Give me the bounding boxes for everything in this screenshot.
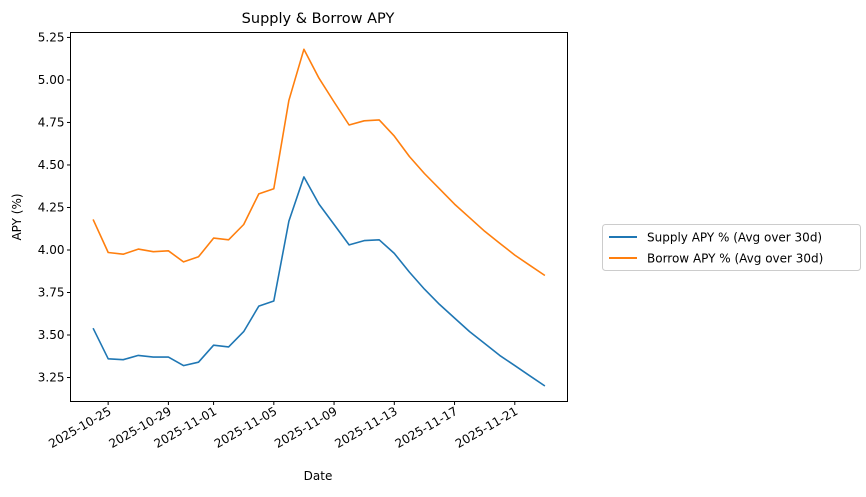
x-tick-label: 2025-11-21 <box>453 404 520 451</box>
chart-title: Supply & Borrow APY <box>242 11 395 27</box>
plot-frame <box>70 32 568 402</box>
y-tick-label: 4.25 <box>38 200 65 214</box>
series-line-supply <box>92 176 546 387</box>
series-layer <box>92 48 546 387</box>
x-axis-label: Date <box>304 469 333 483</box>
x-tick-label: 2025-11-13 <box>332 404 399 451</box>
x-tick-label: 2025-10-25 <box>46 404 113 451</box>
y-tick-label: 3.50 <box>38 328 65 342</box>
y-tick-label: 5.25 <box>38 30 65 44</box>
legend: Supply APY % (Avg over 30d) Borrow APY %… <box>602 224 861 271</box>
y-tick-label: 3.75 <box>38 286 65 300</box>
y-axis: 3.25 3.50 3.75 4.00 4.25 4.50 4.75 5.00 5.25 <box>38 30 71 385</box>
series-line-borrow <box>92 48 546 277</box>
legend-box <box>602 224 861 271</box>
x-tick-label: 2025-11-05 <box>212 404 279 451</box>
x-axis: 2025-10-252025-10-292025-11-012025-11-05… <box>46 401 520 451</box>
y-tick-label: 4.50 <box>38 158 65 172</box>
y-tick-label: 5.00 <box>38 73 65 87</box>
y-axis-label: APY (%) <box>10 193 24 240</box>
y-tick-label: 3.25 <box>38 371 65 385</box>
x-tick-label: 2025-11-17 <box>393 404 460 451</box>
y-tick-label: 4.00 <box>38 243 65 257</box>
x-tick-label: 2025-11-09 <box>272 404 339 451</box>
y-tick-label: 4.75 <box>38 115 65 129</box>
legend-label-supply: Supply APY % (Avg over 30d) <box>647 231 822 245</box>
legend-label-borrow: Borrow APY % (Avg over 30d) <box>647 252 823 266</box>
